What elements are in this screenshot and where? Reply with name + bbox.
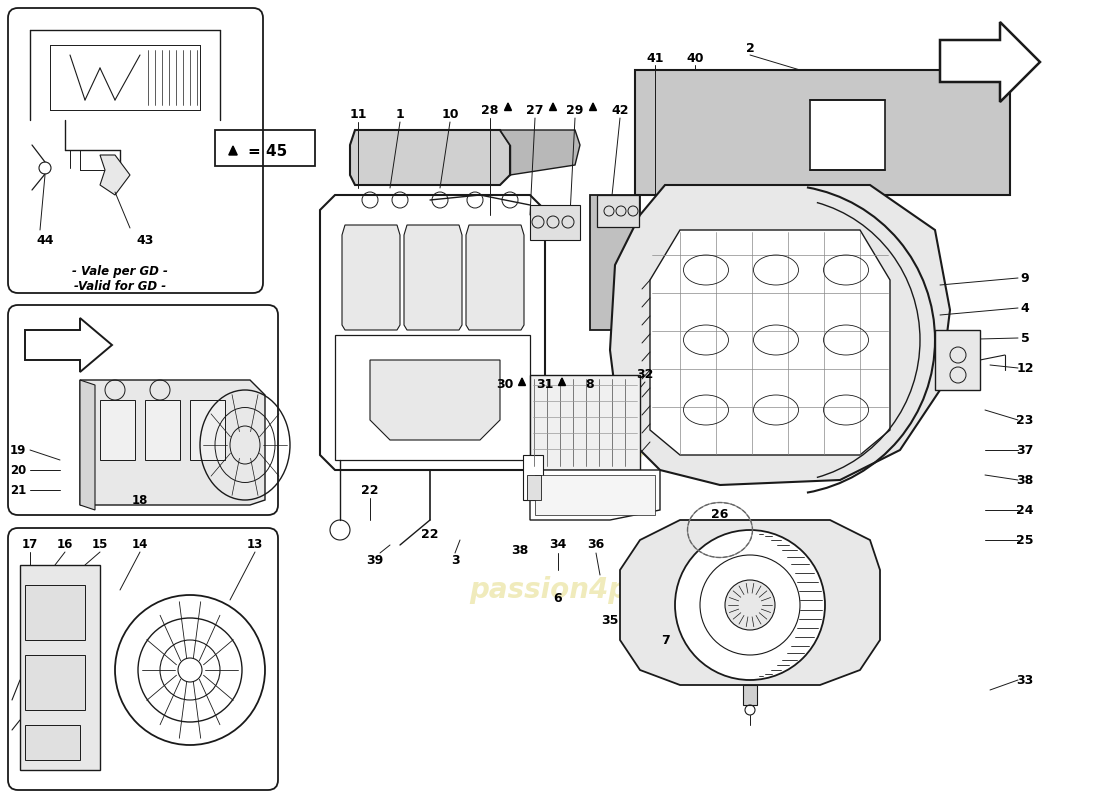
Text: 9: 9 [1021, 271, 1030, 285]
Bar [535, 475, 654, 515]
Text: 42: 42 [612, 103, 629, 117]
Bar [190, 400, 226, 460]
Polygon shape [530, 470, 660, 520]
Circle shape [675, 530, 825, 680]
FancyBboxPatch shape [8, 528, 278, 790]
Bar [742, 685, 757, 705]
Text: 13: 13 [246, 538, 263, 551]
Bar [810, 100, 886, 170]
Text: 30: 30 [496, 378, 514, 391]
Text: - Vale per GD -: - Vale per GD - [73, 266, 168, 278]
Polygon shape [20, 565, 100, 770]
Bar [527, 475, 541, 500]
Polygon shape [229, 146, 238, 155]
Text: 26: 26 [712, 509, 728, 522]
Text: 15: 15 [91, 538, 108, 551]
Text: -Valid for GD -: -Valid for GD - [74, 281, 166, 294]
Text: 23: 23 [1016, 414, 1034, 426]
Text: 38: 38 [1016, 474, 1034, 486]
Polygon shape [336, 335, 530, 460]
Polygon shape [590, 195, 700, 330]
Polygon shape [320, 195, 544, 470]
Polygon shape [80, 380, 265, 505]
Circle shape [725, 580, 775, 630]
Polygon shape [342, 225, 400, 330]
Text: 2: 2 [746, 42, 755, 54]
Bar [25, 585, 85, 640]
Text: 21: 21 [10, 483, 26, 497]
Polygon shape [500, 130, 580, 175]
Text: 41: 41 [647, 51, 663, 65]
Polygon shape [559, 378, 565, 386]
Text: = 45: = 45 [249, 145, 287, 159]
Polygon shape [370, 360, 500, 440]
Text: 33: 33 [1016, 674, 1034, 686]
Polygon shape [350, 130, 510, 185]
Text: 44: 44 [36, 234, 54, 246]
Text: 22: 22 [421, 529, 439, 542]
Text: 14: 14 [132, 538, 148, 551]
Text: 18: 18 [132, 494, 148, 506]
Text: passion4parts: passion4parts [516, 433, 804, 467]
Bar [214, 130, 315, 166]
Text: 6: 6 [553, 591, 562, 605]
Text: 25: 25 [1016, 534, 1034, 546]
Text: 35: 35 [602, 614, 618, 626]
Bar [522, 455, 543, 500]
Text: 11: 11 [350, 109, 366, 122]
Text: 36: 36 [587, 538, 605, 551]
Polygon shape [100, 155, 130, 195]
Text: 32: 32 [636, 369, 653, 382]
Polygon shape [635, 70, 1010, 195]
Bar [530, 375, 640, 470]
Text: 39: 39 [366, 554, 384, 566]
Bar [530, 205, 580, 240]
Text: 27: 27 [526, 103, 543, 117]
Polygon shape [404, 225, 462, 330]
Bar [25, 655, 85, 710]
Text: 12: 12 [1016, 362, 1034, 374]
Bar [100, 400, 135, 460]
Bar [597, 195, 639, 227]
Text: 19: 19 [10, 443, 26, 457]
Text: 31: 31 [537, 378, 553, 391]
Polygon shape [940, 22, 1040, 102]
FancyBboxPatch shape [8, 8, 263, 293]
Polygon shape [620, 520, 880, 685]
Text: 7: 7 [661, 634, 670, 646]
Text: 22: 22 [361, 483, 378, 497]
Text: 5: 5 [1021, 331, 1030, 345]
Text: 10: 10 [441, 109, 459, 122]
Polygon shape [80, 380, 95, 510]
Text: 34: 34 [549, 538, 566, 551]
Polygon shape [505, 103, 512, 110]
Text: 3: 3 [451, 554, 460, 566]
Text: 28: 28 [482, 103, 498, 117]
Text: 8: 8 [585, 378, 594, 391]
Polygon shape [610, 185, 950, 485]
Bar [935, 330, 980, 390]
Text: 24: 24 [1016, 503, 1034, 517]
Text: 43: 43 [136, 234, 154, 246]
Text: 29: 29 [566, 103, 584, 117]
Text: 40: 40 [686, 51, 704, 65]
Text: 4: 4 [1021, 302, 1030, 314]
Text: passion4parts: passion4parts [470, 576, 691, 604]
Text: 17: 17 [22, 538, 38, 551]
FancyBboxPatch shape [8, 305, 278, 515]
Text: 37: 37 [1016, 443, 1034, 457]
Polygon shape [590, 103, 596, 110]
Polygon shape [550, 103, 557, 110]
Bar [25, 725, 80, 760]
Polygon shape [466, 225, 524, 330]
Text: 16: 16 [57, 538, 74, 551]
Text: 38: 38 [512, 543, 529, 557]
Circle shape [700, 555, 800, 655]
Text: 1: 1 [396, 109, 405, 122]
Polygon shape [518, 378, 526, 386]
Polygon shape [25, 318, 112, 372]
Polygon shape [650, 230, 890, 455]
Bar [145, 400, 180, 460]
Text: 20: 20 [10, 463, 26, 477]
